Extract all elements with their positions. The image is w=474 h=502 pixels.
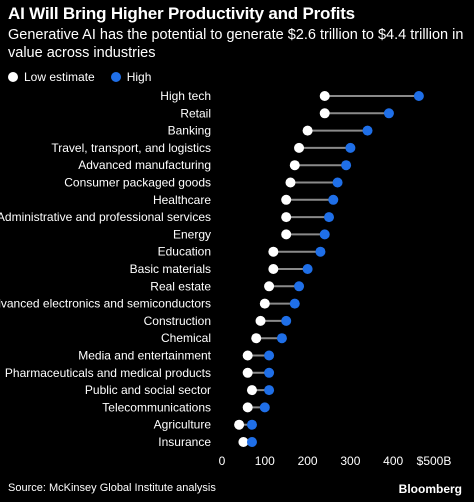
category-label: Chemical [161,331,211,345]
low-estimate-point [289,160,300,171]
high-estimate-point [362,125,373,136]
low-estimate-point [246,385,257,396]
high-estimate-point [281,315,292,326]
high-estimate-point [246,437,257,447]
x-tick-label: 200 [298,454,318,468]
low-estimate-point [285,177,296,188]
legend-low-marker [8,72,18,82]
low-estimate-point [294,142,305,153]
low-estimate-point [242,402,253,413]
category-label: Public and social sector [85,383,211,397]
source-note: Source: McKinsey Global Institute analys… [8,482,216,494]
low-estimate-point [281,212,292,223]
high-estimate-point [332,177,343,188]
low-estimate-point [281,194,292,205]
high-estimate-point [315,246,326,257]
category-label: Basic materials [130,262,211,276]
low-estimate-point [268,264,279,274]
low-estimate-point [238,437,249,447]
category-label: Advanced electronics and semiconductors [0,297,211,311]
x-tick-label: 0 [219,454,226,468]
high-estimate-point [294,281,305,292]
low-estimate-point [242,350,253,361]
legend-low: Low estimate [8,70,95,84]
low-estimate-point [251,333,262,344]
high-estimate-point [413,91,424,101]
low-estimate-point [302,125,313,136]
high-estimate-point [289,298,300,309]
high-estimate-point [302,264,313,274]
legend-high-label: High [126,70,152,84]
high-estimate-point [341,160,352,171]
low-estimate-point [264,281,275,292]
x-tick-label: 100 [255,454,275,468]
low-estimate-point [268,246,279,257]
x-tick-label: 300 [340,454,360,468]
category-label: Consumer packaged goods [64,176,211,190]
low-estimate-point [319,108,330,119]
low-estimate-point [319,91,330,101]
legend-low-label: Low estimate [24,70,95,84]
category-label: Construction [144,314,211,328]
x-tick-label: 400 [383,454,403,468]
high-estimate-point [264,350,275,361]
high-estimate-point [246,419,257,430]
x-tick-label: $500B [417,454,452,468]
category-label: Healthcare [153,193,211,207]
category-label: Travel, transport, and logistics [51,141,211,155]
high-estimate-point [328,194,339,205]
high-estimate-point [319,229,330,240]
category-label: Pharmaceuticals and medical products [5,366,211,380]
high-estimate-point [276,333,287,344]
low-estimate-point [242,367,253,378]
high-estimate-point [264,367,275,378]
category-label: Energy [173,227,211,241]
category-label: High tech [160,89,211,103]
category-label: Administrative and professional services [0,210,211,224]
legend-high-marker [110,72,121,82]
category-label: Telecommunications [102,400,211,414]
high-estimate-point [345,142,356,153]
category-label: Real estate [150,279,211,293]
high-estimate-point [383,108,394,119]
high-estimate-point [259,402,270,413]
category-label: Insurance [158,435,211,449]
category-label: Agriculture [154,418,212,432]
category-label: Education [158,245,211,259]
legend-high: High [110,70,152,84]
category-label: Banking [168,124,211,138]
chart-subtitle: Generative AI has the potential to gener… [8,27,464,61]
high-estimate-point [324,212,334,223]
bloomberg-logo: Bloomberg [398,482,462,496]
category-label: Media and entertainment [78,349,211,363]
legend: Low estimate High [8,69,167,85]
low-estimate-point [255,315,266,326]
category-label: Retail [180,106,211,120]
category-label: Advanced manufacturing [78,158,211,172]
low-estimate-point [234,419,245,430]
chart-title: AI Will Bring Higher Productivity and Pr… [8,4,355,23]
high-estimate-point [264,385,275,396]
low-estimate-point [259,298,270,309]
low-estimate-point [281,229,292,240]
